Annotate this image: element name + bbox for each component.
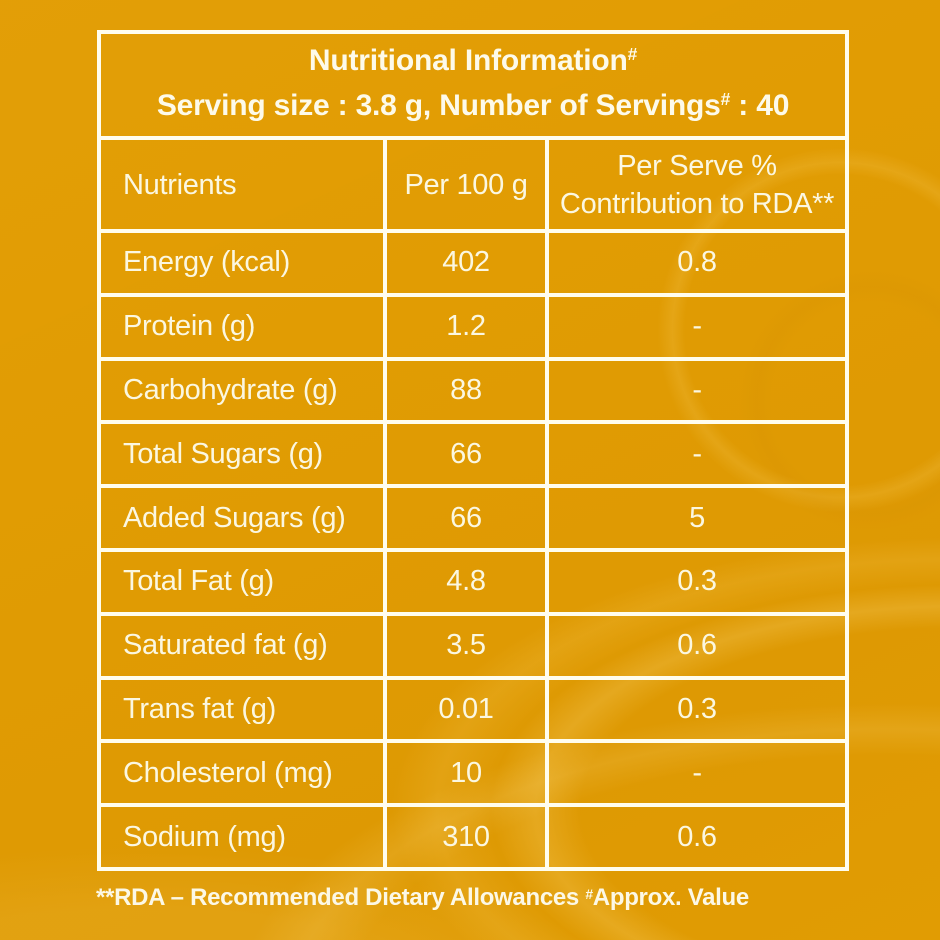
nutrient-name: Total Fat (g) bbox=[97, 547, 387, 616]
per-serve-rda-value: 5 bbox=[544, 484, 850, 552]
per-serve-rda-value: - bbox=[544, 420, 850, 489]
per-serve-rda-value: 0.8 bbox=[544, 229, 850, 297]
per-100g-value: 3.5 bbox=[383, 611, 549, 680]
per-serve-rda-value: 0.6 bbox=[544, 611, 850, 680]
per-serve-rda-value: - bbox=[544, 292, 850, 361]
nutrient-name: Total Sugars (g) bbox=[97, 420, 387, 489]
per-serve-rda-value: 0.6 bbox=[544, 803, 850, 871]
title-footnote-marker: # bbox=[627, 44, 638, 65]
per-serve-rda-value: - bbox=[544, 739, 850, 808]
nutrient-name: Energy (kcal) bbox=[97, 229, 387, 297]
nutrient-name: Carbohydrate (g) bbox=[97, 356, 387, 425]
table-row: Trans fat (g) 0.01 0.3 bbox=[97, 675, 850, 744]
nutrient-name: Added Sugars (g) bbox=[97, 484, 387, 552]
per-100g-value: 4.8 bbox=[383, 547, 549, 616]
nutrient-name: Trans fat (g) bbox=[97, 675, 387, 744]
per-serve-rda-value: 0.3 bbox=[544, 675, 850, 744]
per-100g-value: 66 bbox=[383, 420, 549, 489]
table-row: Energy (kcal) 402 0.8 bbox=[97, 229, 850, 297]
nutrient-name: Sodium (mg) bbox=[97, 803, 387, 871]
column-header-per-100g: Per 100 g bbox=[383, 136, 549, 233]
table-row: Total Fat (g) 4.8 0.3 bbox=[97, 547, 850, 616]
per-100g-value: 1.2 bbox=[383, 292, 549, 361]
table-title-row: Nutritional Information# Serving size : … bbox=[96, 30, 850, 140]
nutrient-name: Protein (g) bbox=[97, 292, 387, 361]
per-serve-rda-value: 0.3 bbox=[544, 547, 850, 616]
table-row: Protein (g) 1.2 - bbox=[97, 292, 850, 361]
nutrient-name: Saturated fat (g) bbox=[97, 611, 387, 680]
table-title-cell: Nutritional Information# Serving size : … bbox=[96, 30, 850, 140]
per-100g-value: 0.01 bbox=[383, 675, 549, 744]
nutrition-table: Nutritional Information# Serving size : … bbox=[96, 30, 850, 871]
per-100g-value: 10 bbox=[383, 739, 549, 808]
serving-info: Serving size : 3.8 g, Number of Servings… bbox=[156, 89, 790, 122]
table-title: Nutritional Information# bbox=[308, 44, 638, 77]
table-row: Added Sugars (g) 66 5 bbox=[97, 484, 850, 552]
rda-footnote: **RDA – Recommended Dietary Allowances #… bbox=[96, 884, 749, 911]
table-header-row: Nutrients Per 100 g Per Serve % Contribu… bbox=[97, 136, 850, 233]
table-row: Cholesterol (mg) 10 - bbox=[97, 739, 850, 808]
table-row: Carbohydrate (g) 88 - bbox=[97, 356, 850, 425]
table-row: Sodium (mg) 310 0.6 bbox=[97, 803, 850, 871]
per-100g-value: 66 bbox=[383, 484, 549, 552]
serving-footnote-marker: # bbox=[720, 89, 731, 110]
table-row: Total Sugars (g) 66 - bbox=[97, 420, 850, 489]
nutrient-name: Cholesterol (mg) bbox=[97, 739, 387, 808]
approx-footnote-marker: # bbox=[585, 885, 593, 902]
per-100g-value: 402 bbox=[383, 229, 549, 297]
column-header-nutrients: Nutrients bbox=[97, 136, 387, 233]
column-header-per-serve: Per Serve % Contribution to RDA** bbox=[544, 136, 850, 233]
per-100g-value: 88 bbox=[383, 356, 549, 425]
per-serve-rda-value: - bbox=[544, 356, 850, 425]
table-row: Saturated fat (g) 3.5 0.6 bbox=[97, 611, 850, 680]
per-100g-value: 310 bbox=[383, 803, 549, 871]
